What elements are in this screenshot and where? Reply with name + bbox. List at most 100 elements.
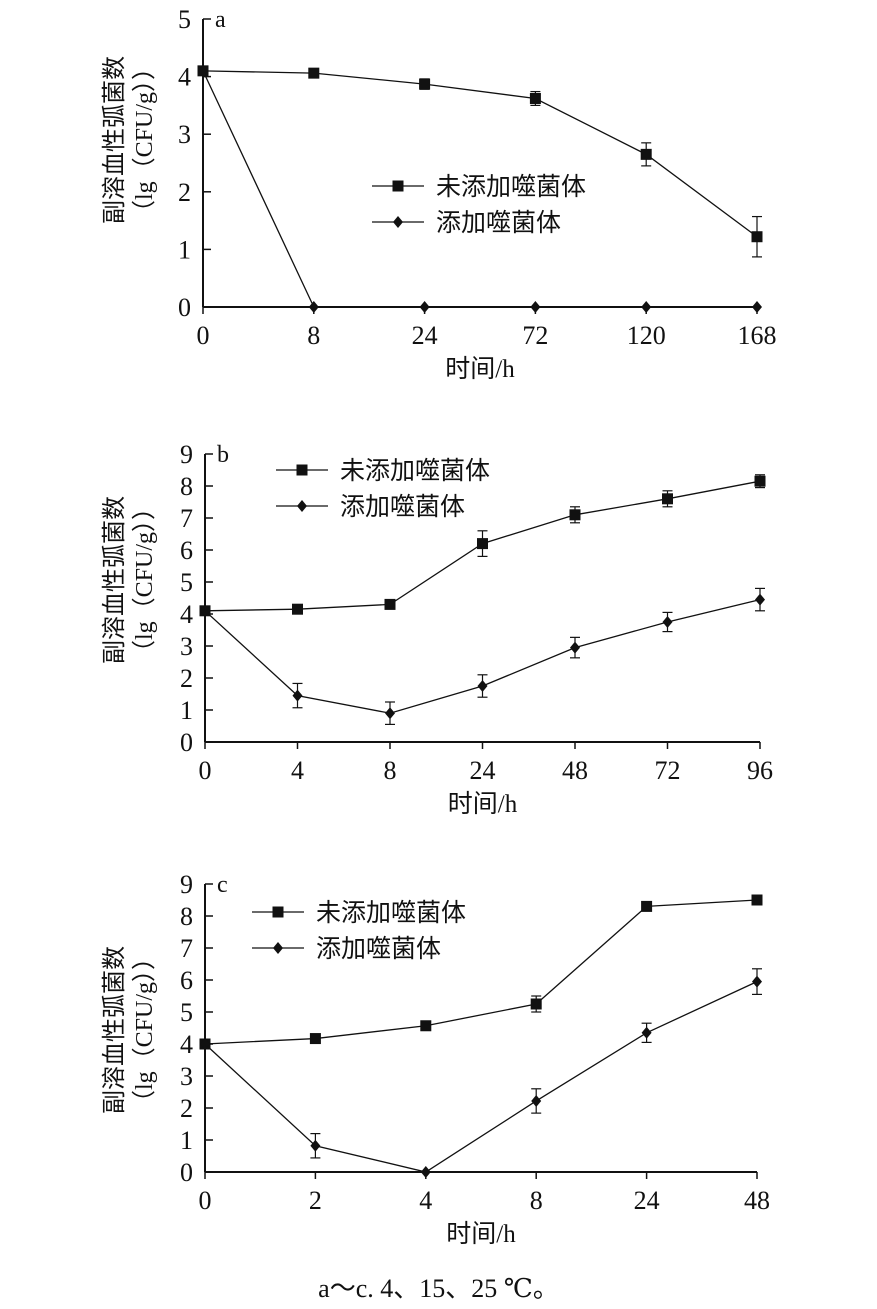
legend-marker (273, 942, 283, 954)
data-point (419, 301, 430, 313)
data-point (529, 92, 541, 104)
x-tick-label: 0 (199, 1186, 212, 1215)
data-point (308, 301, 319, 313)
data-point (641, 900, 653, 912)
x-tick-label: 8 (530, 1186, 543, 1215)
legend-label: 未添加噬菌体 (436, 173, 586, 201)
data-point (641, 1026, 652, 1039)
data-point (755, 593, 765, 606)
y-tick-label: 0 (180, 728, 193, 757)
legend-label: 未添加噬菌体 (340, 457, 490, 485)
data-point (754, 475, 766, 487)
data-point (420, 1020, 432, 1032)
y-tick-label: 2 (180, 664, 193, 693)
y-axis-label: 副溶血性弧菌数 (101, 946, 128, 1114)
y-tick-label: 5 (178, 5, 191, 34)
data-point (310, 1139, 321, 1152)
y-tick-label: 4 (180, 600, 193, 629)
y-axis-unit: （lg（CFU/g）） (132, 946, 158, 1114)
y-tick-label: 3 (180, 632, 193, 661)
legend-label: 未添加噬菌体 (316, 899, 466, 927)
series-phage (198, 64, 762, 313)
x-tick-label: 24 (470, 756, 496, 785)
y-tick-label: 4 (180, 1030, 193, 1059)
series-line (204, 899, 758, 1045)
y-tick-label: 0 (178, 293, 191, 322)
data-point (200, 1038, 210, 1050)
series-control (199, 474, 766, 617)
y-axis-label: 副溶血性弧菌数 (101, 56, 128, 224)
x-tick-label: 2 (309, 1186, 322, 1215)
data-point (308, 67, 320, 79)
data-point (530, 998, 542, 1010)
legend-marker (392, 180, 404, 192)
data-point (751, 231, 763, 243)
data-point (198, 64, 208, 77)
data-point (662, 616, 673, 628)
y-tick-label: 6 (180, 966, 193, 995)
x-tick-label: 72 (655, 756, 681, 785)
legend-label: 添加噬菌体 (340, 493, 465, 521)
x-tick-label: 24 (412, 321, 438, 350)
y-tick-label: 9 (180, 870, 193, 899)
y-axis-unit: （lg（CFU/g）） (132, 496, 158, 664)
legend-marker (297, 500, 307, 512)
data-point (420, 1166, 431, 1178)
x-axis-label: 时间/h (446, 1220, 516, 1248)
legend-marker (272, 906, 284, 918)
series-line (202, 70, 758, 238)
x-tick-label: 48 (744, 1186, 770, 1215)
y-axis-unit: （lg（CFU/g）） (132, 56, 158, 224)
series-phage (200, 587, 765, 726)
data-point (569, 509, 581, 521)
data-point (531, 1094, 542, 1107)
data-point (419, 78, 431, 90)
series-control (199, 894, 763, 1050)
x-tick-label: 8 (307, 321, 320, 350)
y-tick-label: 3 (180, 1062, 193, 1091)
y-tick-label: 0 (180, 1158, 193, 1187)
data-point (477, 538, 488, 550)
y-tick-label: 8 (180, 902, 193, 931)
y-tick-label: 7 (180, 934, 193, 963)
data-point (292, 689, 303, 702)
y-tick-label: 1 (180, 696, 193, 725)
data-point (385, 707, 395, 720)
x-tick-label: 120 (627, 321, 666, 350)
y-tick-label: 5 (180, 998, 193, 1027)
data-point (751, 894, 763, 906)
legend-label: 添加噬菌体 (316, 935, 441, 963)
x-tick-label: 48 (562, 756, 588, 785)
data-point (200, 604, 210, 617)
y-tick-label: 1 (180, 1126, 193, 1155)
x-tick-label: 72 (522, 321, 548, 350)
series-phage (200, 968, 762, 1178)
series-line (202, 70, 757, 308)
x-tick-label: 4 (419, 1186, 432, 1215)
data-point (752, 975, 762, 988)
data-point (752, 301, 762, 313)
y-tick-label: 7 (180, 504, 193, 533)
data-point (640, 148, 652, 160)
legend-label: 添加噬菌体 (436, 209, 561, 237)
y-tick-label: 5 (180, 568, 193, 597)
y-tick-label: 6 (180, 536, 193, 565)
data-point (530, 301, 541, 313)
x-tick-label: 24 (634, 1186, 660, 1215)
data-point (292, 603, 303, 615)
chart-panel-a: 0 1 2 3 4 5 0 8 24 72 120 168 时间/h 副溶血性弧菌数 （lg（CFU/g））… (101, 5, 777, 383)
data-point (477, 680, 488, 692)
figure-caption: a～c. 4、15、25 ℃。 (318, 1274, 559, 1303)
data-point (570, 641, 580, 654)
y-tick-label: 8 (180, 472, 193, 501)
x-axis-label: 时间/h (448, 790, 518, 818)
x-tick-label: 0 (199, 756, 212, 785)
data-point (309, 1033, 321, 1045)
panel-label: a (215, 7, 226, 33)
panel-label: b (217, 442, 229, 468)
